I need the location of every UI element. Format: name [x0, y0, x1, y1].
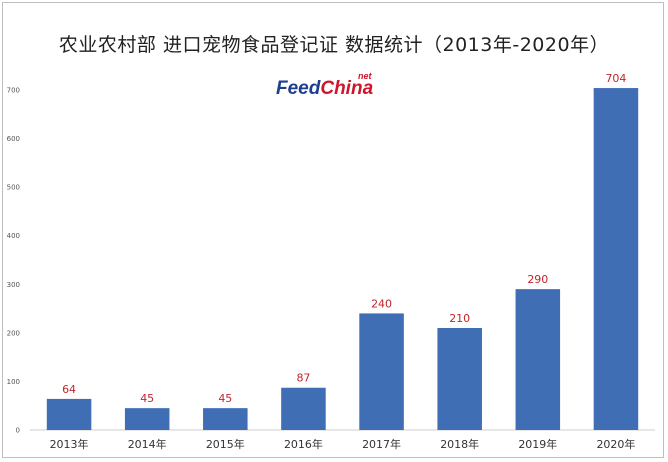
- x-tick-label: 2017年: [362, 437, 401, 451]
- logo-suffix-text: net: [358, 71, 372, 81]
- feedchina-logo: FeedChina net: [276, 71, 374, 100]
- x-tick-label: 2015年: [206, 437, 245, 451]
- data-label: 240: [371, 297, 392, 310]
- x-tick-label: 2016年: [284, 437, 323, 451]
- bar: [124, 408, 170, 430]
- bar: [359, 313, 404, 430]
- y-tick-label: 500: [7, 184, 20, 192]
- bar: [437, 328, 482, 430]
- data-label: 45: [218, 392, 232, 405]
- bar: [46, 398, 92, 430]
- x-tick-label: 2014年: [128, 437, 167, 451]
- data-label: 64: [62, 383, 76, 396]
- y-tick-label: 100: [7, 378, 20, 386]
- bar: [515, 289, 561, 430]
- bar: [203, 408, 248, 430]
- data-label: 45: [140, 392, 154, 405]
- data-label: 87: [296, 372, 310, 385]
- x-tick-label: 2018年: [440, 437, 479, 451]
- bar: [593, 88, 639, 431]
- y-tick-label: 0: [16, 427, 20, 435]
- logo-main-text: Feed: [276, 78, 321, 99]
- data-label: 704: [605, 72, 626, 85]
- y-tick-label: 200: [7, 329, 20, 337]
- x-tick-label: 2013年: [50, 437, 89, 451]
- x-tick-label: 2019年: [518, 437, 557, 451]
- y-tick-label: 600: [7, 135, 20, 143]
- data-label: 290: [527, 273, 548, 286]
- y-tick-label: 400: [7, 232, 20, 240]
- y-tick-label: 700: [7, 87, 20, 95]
- data-label: 210: [449, 312, 470, 325]
- y-tick-label: 300: [7, 281, 20, 289]
- logo-accent-text: China: [320, 78, 374, 99]
- x-tick-label: 2020年: [596, 437, 635, 451]
- chart-title: 农业农村部 进口宠物食品登记证 数据统计（2013年-2020年）: [58, 34, 610, 56]
- bar: [281, 387, 326, 430]
